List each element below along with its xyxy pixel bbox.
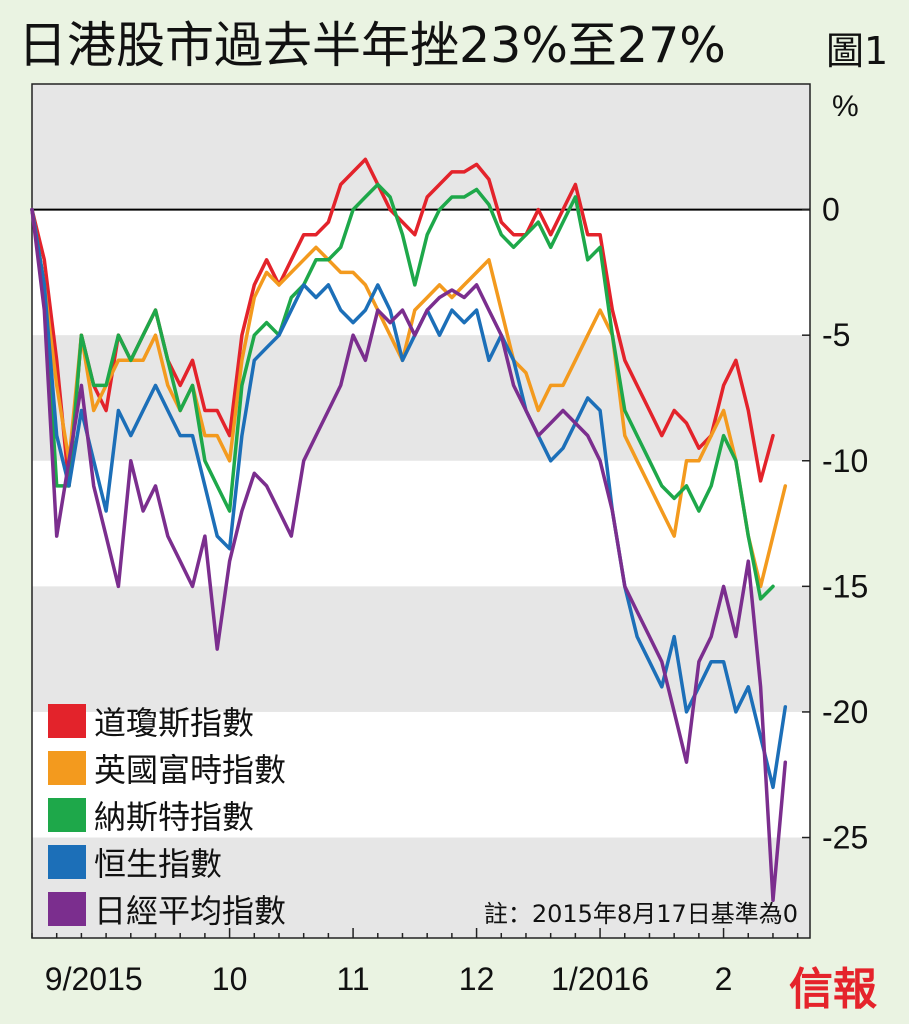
- shaded-band-3: [32, 837, 810, 938]
- plot-frame: [31, 83, 811, 939]
- legend-swatch-nikkei: [48, 892, 86, 926]
- legend-swatch-dow: [48, 704, 86, 738]
- brand-logo: 信報: [789, 964, 877, 1015]
- series-lines: [30, 157, 788, 903]
- legend-swatch-ftse: [48, 751, 86, 785]
- x-tick-label: 11: [336, 961, 369, 997]
- y-tick-label: -10: [822, 443, 868, 479]
- shaded-band-2: [32, 586, 810, 712]
- baseline-note: 註：2015年8月17日基準為0: [484, 900, 798, 928]
- legend-label-hsi: 恒生指數: [94, 845, 222, 883]
- x-tick-label: 1/2016: [551, 961, 649, 997]
- y-tick-label: -15: [822, 568, 868, 604]
- series-line-ftse: [30, 207, 788, 589]
- series-line-hsi: [30, 207, 788, 790]
- x-tick-label: 10: [212, 961, 248, 997]
- chart-frame: [31, 83, 811, 939]
- x-tick-label: 12: [459, 961, 495, 997]
- y-unit-label: %: [832, 90, 859, 123]
- legend-label-nikkei: 日經平均指數: [94, 892, 286, 930]
- y-tick-label: -25: [822, 820, 868, 856]
- x-tick-labels: 9/2015 10 11 12 1/2016 2: [45, 961, 733, 997]
- series-line-nasdaq: [30, 182, 775, 601]
- y-tick-label: -20: [822, 694, 868, 730]
- legend-label-dow: 道瓊斯指數: [94, 704, 254, 742]
- y-tick-label: 0: [822, 192, 840, 228]
- chart-title: 日港股市過去半年挫23%至27%: [18, 17, 726, 74]
- legend-swatch-nasdaq: [48, 798, 86, 832]
- legend-label-ftse: 英國富時指數: [94, 751, 286, 789]
- y-tick-labels: 0 -5 -10 -15 -20 -25: [822, 192, 868, 856]
- shaded-band-0: [32, 84, 810, 210]
- y-tick-label: -5: [822, 317, 850, 353]
- x-tick-label: 2: [715, 961, 733, 997]
- series-line-nikkei: [30, 207, 788, 903]
- x-tick-label: 9/2015: [45, 961, 143, 997]
- legend-label-nasdaq: 納斯特指數: [94, 798, 254, 836]
- figure-label: 圖1: [826, 29, 888, 73]
- shaded-bands: [32, 84, 810, 938]
- legend-swatch-hsi: [48, 845, 86, 879]
